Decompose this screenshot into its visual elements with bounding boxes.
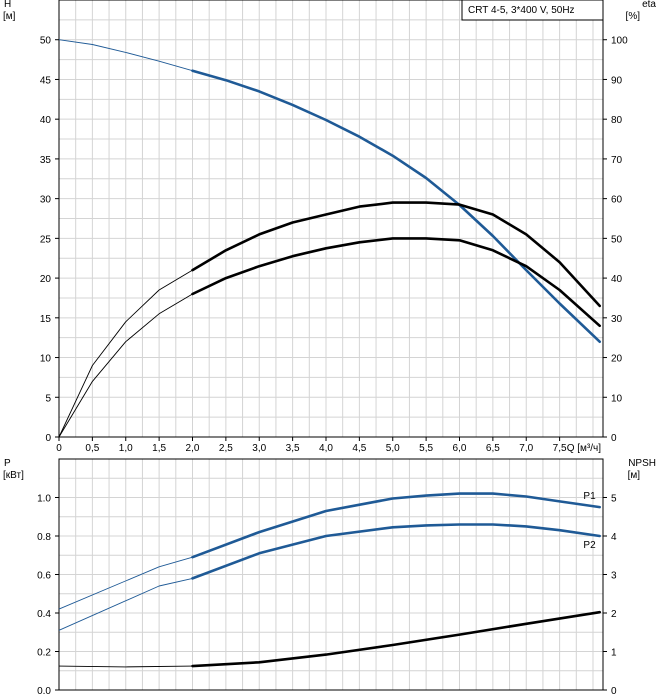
x-tick-label: 5,5 [419, 443, 433, 454]
y-left-tick-label: 45 [40, 75, 52, 86]
series-label-p1: P1 [583, 491, 596, 502]
series-label-p2: P2 [583, 540, 596, 551]
y-right-tick-label: 70 [611, 155, 623, 166]
x-tick-label: 7,5 [553, 443, 567, 454]
y-right-tick-label: 3 [611, 571, 617, 582]
y-right-tick-label: 1 [611, 648, 617, 659]
y-right-tick-label: 30 [611, 314, 623, 325]
curve-left-curve [191, 69, 602, 344]
x-tick-label: 3,5 [286, 443, 300, 454]
y-left-axis-unit: [м] [3, 11, 16, 22]
curve-right-curve-extended [58, 293, 193, 438]
y-left-tick-label: 10 [40, 354, 52, 365]
curve-right-curve-extended [58, 665, 193, 668]
y-left-tick-label: 0.6 [37, 571, 51, 582]
x-tick-label: 0,5 [85, 443, 99, 454]
y-right-tick-label: 0 [611, 686, 617, 697]
y-right-tick-label: 90 [611, 75, 623, 86]
x-tick-label: 1,0 [119, 443, 133, 454]
y-right-tick-label: 10 [611, 393, 623, 404]
x-tick-label: 1,5 [152, 443, 166, 454]
y-left-tick-label: 40 [40, 115, 52, 126]
y-right-tick-label: 2 [611, 609, 617, 620]
y-left-tick-label: 0.8 [37, 532, 51, 543]
x-tick-label: 0 [56, 443, 62, 454]
y-left-tick-label: 30 [40, 195, 52, 206]
x-tick-label: 2,0 [186, 443, 200, 454]
y-left-tick-label: 20 [40, 274, 52, 285]
y-right-tick-label: 0 [611, 433, 617, 444]
y-right-tick-label: 20 [611, 354, 623, 365]
y-left-tick-label: 0.4 [37, 609, 51, 620]
y-right-tick-label: 60 [611, 195, 623, 206]
plot-frame [58, 0, 604, 438]
y-right-axis-title: eta [642, 0, 656, 10]
curve-right-curve [191, 610, 602, 668]
y-left-tick-label: 0 [45, 433, 51, 444]
y-left-tick-label: 1.0 [37, 494, 51, 505]
axis-labels: 0510152025303540455001020304050607080901… [3, 0, 656, 697]
y-right-axis-unit: [м] [628, 470, 641, 481]
y-left-tick-label: 50 [40, 36, 52, 47]
legend-box [461, 0, 604, 21]
y-right-tick-label: 50 [611, 234, 623, 245]
curve-right-curve [191, 201, 602, 308]
y-right-axis-unit: [%] [626, 11, 641, 22]
y-right-tick-label: 40 [611, 274, 623, 285]
p1-curve [191, 492, 602, 559]
y-right-tick-label: 100 [611, 36, 628, 47]
y-left-tick-label: 0.0 [37, 686, 51, 697]
grid-lines [59, 0, 603, 690]
curve-left-curve-extended [58, 39, 193, 72]
y-right-tick-label: 4 [611, 532, 617, 543]
x-tick-label: 4,0 [319, 443, 333, 454]
p2-curve-extended [58, 577, 193, 631]
y-left-tick-label: 0.2 [37, 648, 51, 659]
x-tick-label: 6,0 [453, 443, 467, 454]
y-left-tick-label: 25 [40, 234, 52, 245]
y-right-tick-label: 80 [611, 115, 623, 126]
y-left-tick-label: 35 [40, 155, 52, 166]
y-left-axis-title: H [4, 0, 11, 10]
x-tick-label: 2,5 [219, 443, 233, 454]
y-right-tick-label: 5 [611, 494, 617, 505]
y-left-tick-label: 15 [40, 314, 52, 325]
curve-right-curve-extended [58, 269, 193, 438]
y-right-axis-title: NPSH [628, 458, 656, 469]
x-axis-title: Q [м³/ч] [567, 443, 602, 454]
series-lines [58, 39, 602, 668]
axes [55, 0, 607, 691]
p1-curve-extended [58, 556, 193, 610]
y-left-tick-label: 5 [45, 393, 51, 404]
p2-curve [191, 523, 602, 580]
y-left-axis-title: P [4, 458, 11, 469]
x-tick-label: 3,0 [252, 443, 266, 454]
x-tick-label: 7,0 [519, 443, 533, 454]
x-tick-label: 6,5 [486, 443, 500, 454]
y-left-axis-unit: [кВт] [3, 470, 24, 481]
x-tick-label: 4,5 [352, 443, 366, 454]
curve-right-curve [191, 237, 602, 328]
legend-box-label: CRT 4-5, 3*400 V, 50Hz [468, 5, 575, 16]
x-tick-label: 5,0 [386, 443, 400, 454]
